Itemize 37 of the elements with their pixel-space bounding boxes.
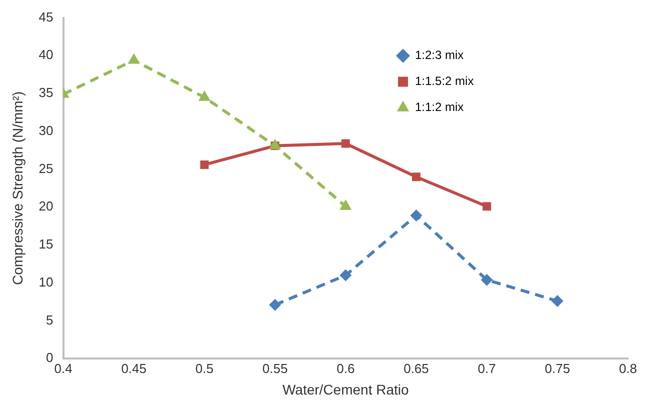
legend-label: 1:1:2 mix [415, 100, 464, 114]
point [198, 90, 211, 101]
x-tick-label: 0.5 [195, 360, 214, 376]
x-tick-label: 0.45 [121, 360, 147, 376]
point [482, 202, 492, 211]
y-tick-label: 5 [46, 312, 54, 328]
legend-label: 1:2:3 mix [415, 48, 464, 62]
y-tick-label: 10 [38, 274, 54, 290]
x-tick-label: 0.55 [262, 360, 288, 376]
x-axis-title: Water/Cement Ratio [282, 381, 409, 398]
y-tick-label: 40 [38, 47, 54, 62]
point [480, 274, 493, 286]
point [269, 298, 282, 311]
y-tick-label: 25 [38, 160, 54, 176]
x-tick-label: 0.75 [544, 360, 570, 376]
y-tick-label: 15 [38, 236, 54, 252]
y-tick-label: 35 [38, 85, 54, 100]
x-tick-label: 0.6 [336, 360, 355, 376]
x-tick-label: 0.4 [54, 360, 72, 376]
point [128, 53, 140, 64]
point [551, 295, 564, 308]
point [412, 172, 420, 182]
point [410, 209, 422, 222]
y-tick-label: 0 [46, 350, 54, 366]
point [268, 138, 282, 150]
point [340, 199, 352, 210]
y-tick-label: 30 [38, 122, 54, 138]
legend-label: 1:1.5:2 mix [415, 74, 474, 88]
x-tick-label: 0.7 [478, 360, 496, 376]
point [340, 269, 352, 282]
x-tick-label: 0.8 [618, 360, 638, 376]
y-tick-label: 20 [38, 198, 54, 214]
point [341, 139, 350, 148]
y-tick-label: 45 [38, 9, 54, 24]
point [200, 160, 209, 169]
y-axis-title: Compressive Strength (N/mm²) [9, 91, 26, 286]
x-tick-label: 0.65 [404, 360, 429, 376]
